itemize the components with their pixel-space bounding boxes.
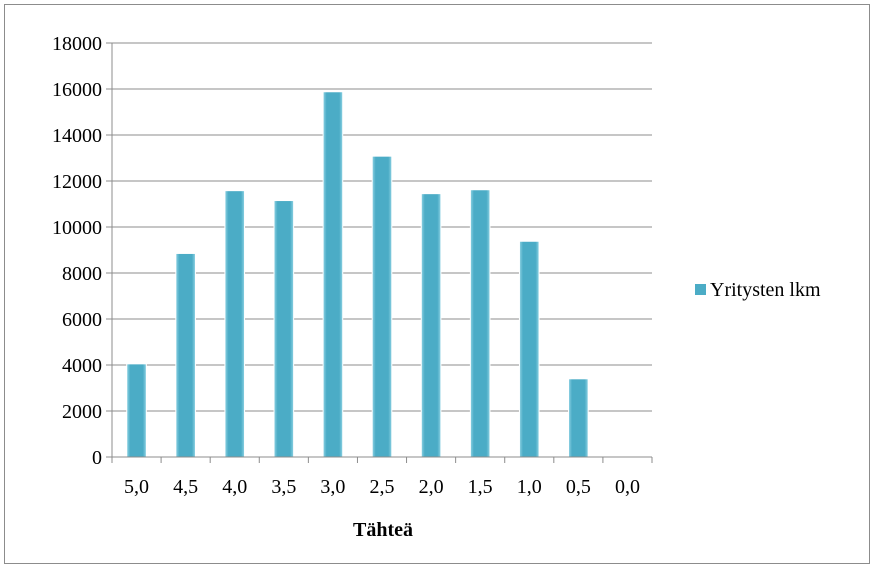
y-tick-label: 8000 bbox=[62, 263, 102, 285]
y-tick-labels: 0 2000 4000 6000 8000 10000 12000 14000 16000 180… bbox=[52, 33, 102, 469]
bar bbox=[420, 193, 442, 458]
bar bbox=[175, 252, 196, 458]
legend-label: Yritysten lkm bbox=[710, 279, 821, 301]
x-tick-label: 4,0 bbox=[222, 476, 247, 498]
x-tick-label: 5,0 bbox=[124, 476, 149, 498]
x-tick-label: 3,0 bbox=[320, 476, 345, 498]
bar bbox=[371, 155, 393, 458]
bar bbox=[273, 200, 295, 458]
y-tick-label: 12000 bbox=[52, 171, 102, 193]
bar bbox=[518, 240, 540, 458]
bars bbox=[126, 91, 638, 458]
y-tick-label: 10000 bbox=[52, 217, 102, 239]
legend-swatch bbox=[695, 284, 706, 295]
x-tick-label: 0,0 bbox=[615, 476, 640, 498]
x-axis-title: Tähteä bbox=[353, 519, 413, 541]
y-tick-label: 18000 bbox=[52, 33, 102, 55]
x-tick-label: 2,0 bbox=[419, 476, 444, 498]
bar bbox=[126, 363, 147, 458]
y-tick-label: 2000 bbox=[62, 401, 102, 423]
y-tick-label: 16000 bbox=[52, 79, 102, 101]
x-tick-label: 4,5 bbox=[173, 476, 198, 498]
x-tick-labels: 5,0 4,5 4,0 3,5 3,0 2,5 2,0 1,5 1,0 0,5 0,0 bbox=[124, 476, 640, 498]
bar bbox=[469, 189, 491, 458]
legend: Yritysten lkm bbox=[695, 279, 821, 301]
x-tick-label: 1,5 bbox=[468, 476, 493, 498]
axes bbox=[106, 42, 653, 463]
bar bbox=[224, 190, 246, 458]
y-tick-label: 14000 bbox=[52, 125, 102, 147]
x-tick-label: 0,5 bbox=[566, 476, 591, 498]
bar bbox=[322, 91, 344, 458]
x-tick-label: 2,5 bbox=[370, 476, 395, 498]
y-tick-label: 0 bbox=[92, 447, 102, 469]
x-tick-label: 1,0 bbox=[517, 476, 542, 498]
x-tick-label: 3,5 bbox=[271, 476, 296, 498]
y-tick-label: 6000 bbox=[62, 309, 102, 331]
bar bbox=[568, 378, 589, 458]
y-tick-label: 4000 bbox=[62, 355, 102, 377]
